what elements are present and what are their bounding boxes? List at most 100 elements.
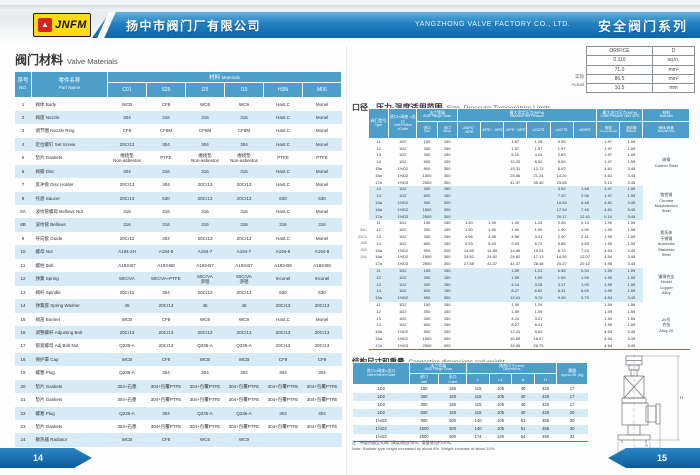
table-cell: 26.75 [533, 342, 544, 348]
table-cell: 弹簧座 Spring Washer [35, 303, 80, 309]
table-cell: 600 [423, 322, 431, 328]
table-cell: 1.90 [511, 220, 520, 226]
table-cell: 3.45 [627, 329, 636, 335]
table-cell: 304 [162, 141, 170, 147]
table-cell: 300 [423, 227, 431, 233]
table-cell [457, 179, 480, 186]
table-row: 10 螺母 Nut A194-2H A194-8 A194-7 A194-7 A194-8 A… [14, 245, 342, 259]
table-cell: 304 [318, 410, 326, 416]
table-cell: 140 [497, 434, 505, 440]
table-cell [550, 302, 573, 309]
material-code: C01 [107, 82, 147, 98]
table-cell: 19 [20, 370, 26, 376]
valve-drawing: H A L [617, 354, 683, 458]
table-cell: 1.97 [557, 145, 566, 151]
table-cell [457, 193, 480, 200]
left-page-title: 阀门材料 Valve Materials [15, 51, 118, 69]
table-cell: 4.96 [604, 261, 613, 267]
table-cell: A193-B8 [157, 262, 175, 268]
table-cell: 12.07 [579, 254, 590, 260]
table-cell: 17a [375, 342, 382, 348]
table-row: 17a 1½D3 2500 300 29.17 12.41 5.10 3.45 [368, 213, 690, 221]
table-cell: 5.69 [557, 159, 566, 165]
table-cell: 300 [423, 274, 431, 280]
model-series-label: JNB [359, 241, 367, 246]
table-cell: 13 [376, 315, 381, 321]
table-cell: 2500 [422, 342, 432, 348]
table-row: 8A 波纹管螺母 Bellows Nut 316 316 316 316 Hast.C Mon… [15, 205, 342, 218]
table-cell: 600 [423, 193, 431, 199]
table-cell: Monel [315, 182, 329, 188]
table-cell: 300 [443, 166, 451, 172]
table-cell: 4.81 [604, 200, 613, 206]
table-cell: 1.97 [511, 145, 520, 151]
table-cell: 2.90 [557, 234, 566, 240]
table-cell: Monel [315, 101, 329, 107]
table-cell: 300 [443, 179, 451, 185]
table-cell: 630 [162, 195, 170, 201]
table-cell: 波纹管螺母 Bellows Nut [35, 209, 84, 215]
table-cell: 316 [240, 222, 248, 228]
col-header-size: 进口×阀座×出口 Inlet×Orifice×Outlet [351, 362, 411, 385]
table-cell: 1.97 [604, 145, 613, 151]
table-cell: 1D2 [399, 234, 407, 240]
table-cell: 3.45 [627, 200, 636, 206]
table-cell: 13 [376, 281, 381, 287]
table-cell: 304 [162, 289, 170, 295]
table-cell: Hast.C [276, 128, 290, 134]
table-cell: CF8 [161, 316, 171, 322]
table-cell: 阀瓣 Disc [35, 168, 55, 174]
table-cell: 1½D2 [397, 200, 409, 206]
table-cell: Q235-A [197, 343, 213, 349]
table-cell: 1.59 [627, 274, 636, 280]
material-group-cell: 铬钼钢 Chrome Molybdenum Steel [642, 186, 690, 221]
table-cell: 150 [443, 159, 451, 165]
table-cell: 14.89 [463, 247, 474, 253]
table-cell: WCB [121, 316, 133, 322]
table-cell: 20 [20, 383, 26, 389]
table-cell [573, 329, 596, 336]
table-cell: 4 [21, 141, 25, 147]
table-cell: 1.90 [557, 227, 566, 233]
table-cell: 17a [375, 261, 382, 267]
table-cell: 490 [542, 434, 550, 440]
table-cell: 2500 [419, 434, 429, 440]
series-title: 安全阀门系列 [597, 19, 688, 34]
table-row: 13 1D2 300 150 4.14 3.21 1.59 1.59 [369, 315, 690, 322]
table-cell: 11 [376, 268, 381, 274]
table-cell: WCB [121, 356, 133, 362]
table-row: 8B 波纹管 Bellows 316 316 316 316 316 316 [14, 218, 342, 232]
table-cell: 300 [423, 152, 431, 158]
table-cell: 304 [318, 370, 326, 376]
table-cell: 螺塞 Plug [35, 370, 55, 376]
table-row: 8 托盘 Saucer 20Cr13 630 20Cr13 20Cr13 630 630 [14, 191, 342, 205]
table-cell: 316 [279, 222, 287, 228]
table-cell: Hast.C [276, 182, 290, 188]
table-cell: 150 [443, 302, 451, 308]
table-cell: 15a [375, 329, 382, 335]
table-cell: 105 [497, 410, 505, 416]
table-cell: 8A [20, 209, 26, 215]
table-cell: 300 [443, 247, 451, 253]
table-cell [457, 342, 480, 349]
table-cell: 24.82 [510, 254, 521, 260]
table-cell: 8B [20, 222, 26, 228]
table-cell [457, 322, 480, 329]
table-cell: 300 [449, 434, 457, 440]
table-cell [480, 193, 503, 200]
table-cell: 12.72 [533, 166, 544, 172]
table-cell [480, 274, 503, 281]
table-cell: 150 [423, 139, 431, 145]
table-cell: 50CrVA 渗铝 [236, 273, 252, 284]
table-cell: 2.96 [581, 193, 589, 199]
table-cell: 14 [376, 193, 381, 199]
table-row: 4 定位螺钉 Set Screw 20Cr13 304 304 304 Hast.C Mone… [14, 137, 342, 152]
table-cell: 1.59 [581, 274, 589, 280]
table-cell [504, 200, 527, 207]
table-cell: 1.59 [627, 234, 636, 240]
table-cell: 20Cr13 [197, 329, 213, 335]
table-cell: 调整螺杆 Adjusting Bolt [35, 329, 83, 335]
company-logo: ▲ JNFM [33, 13, 91, 37]
table-cell: 4.54 [604, 247, 613, 253]
table-cell: 304 [162, 410, 170, 416]
